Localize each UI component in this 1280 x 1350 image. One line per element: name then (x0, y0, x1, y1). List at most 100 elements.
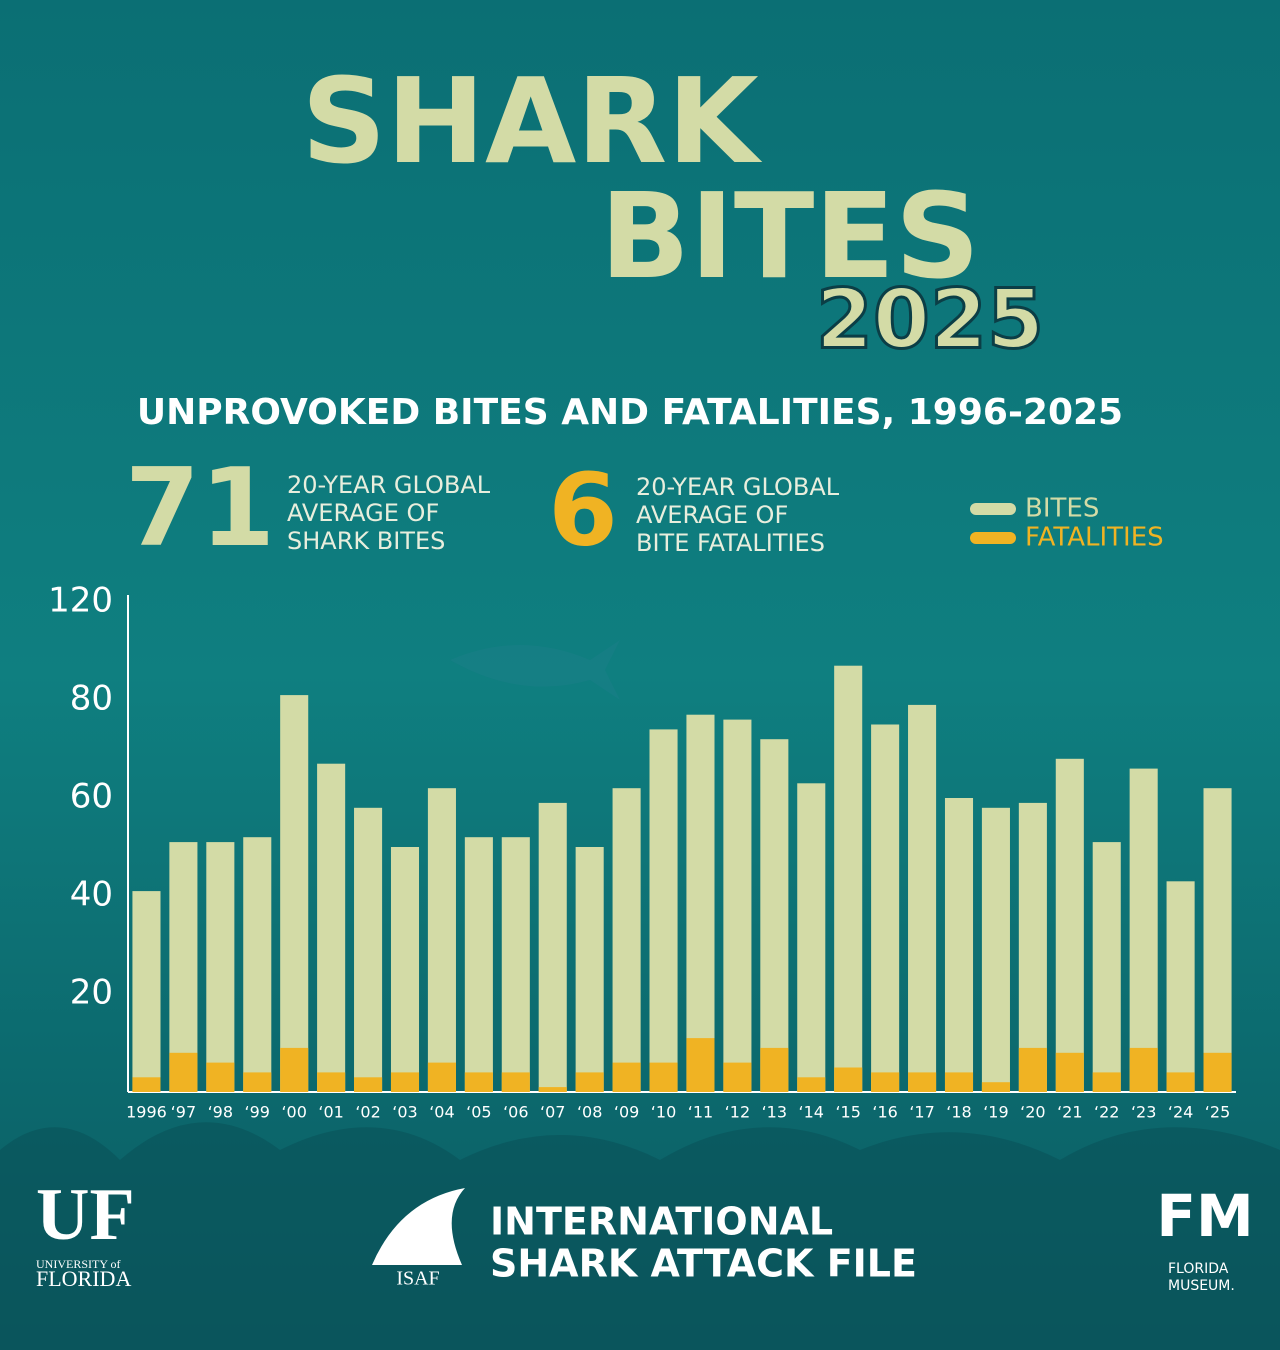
bar (649, 729, 678, 1092)
x-tick-label: ‘18 (946, 1103, 971, 1122)
bar (280, 695, 309, 1092)
fm-logo: FM (1156, 1182, 1253, 1250)
x-tick-label: ‘98 (208, 1103, 233, 1122)
legend-swatch (970, 532, 1016, 544)
y-tick-label: 40 (70, 875, 113, 915)
y-tick-label: 80 (70, 679, 113, 719)
subtitle: UNPROVOKED BITES AND FATALITIES, 1996-20… (137, 392, 1123, 433)
bar (1018, 802, 1047, 1092)
stat-text: BITE FATALITIES (636, 529, 825, 557)
bar (760, 739, 789, 1092)
bar (206, 842, 235, 1092)
bar (944, 798, 974, 1092)
x-tick-label: ‘10 (651, 1103, 676, 1122)
bar (1092, 1072, 1121, 1092)
x-tick-label: ‘97 (171, 1103, 196, 1122)
uf-logo: UF (36, 1174, 135, 1256)
x-tick-label: ‘14 (799, 1103, 824, 1122)
stat-text: SHARK BITES (287, 527, 445, 555)
x-tick-label: ‘19 (983, 1103, 1008, 1122)
shark-silhouette (450, 640, 620, 700)
bar (981, 1082, 1010, 1092)
x-tick-label: ‘17 (909, 1103, 934, 1122)
stat-text: 20-YEAR GLOBAL (636, 473, 840, 501)
plot: 20 40 60 80 120 1996 ‘97 ‘98 ‘99 ‘00 ‘01 ‘02 ‘03 ‘04 ‘… (48, 494, 1232, 1122)
bar (1203, 1052, 1232, 1092)
bar (1055, 1052, 1084, 1092)
stat-number: 71 (125, 446, 275, 571)
legend-label: BITES (1025, 494, 1099, 524)
bar (169, 1052, 198, 1092)
x-tick-label: ‘03 (392, 1103, 417, 1122)
bar (1166, 881, 1195, 1092)
x-tick-label: ‘01 (318, 1103, 343, 1122)
bar (132, 891, 161, 1092)
y-tick-label: 20 (70, 973, 113, 1013)
bar (427, 1062, 456, 1092)
x-tick-label: ‘02 (355, 1103, 380, 1122)
bar (427, 788, 456, 1092)
uf-sub: FLORIDA (36, 1266, 131, 1291)
fm-sub: FLORIDA (1168, 1261, 1229, 1277)
bar (243, 1072, 272, 1092)
bar (206, 1062, 235, 1092)
bar (317, 763, 346, 1092)
x-tick-label: ‘99 (245, 1103, 270, 1122)
bar (649, 1062, 678, 1092)
bar (390, 847, 420, 1092)
bar (834, 665, 863, 1092)
stat-text: AVERAGE OF (636, 501, 788, 529)
fm-sub: MUSEUM. (1168, 1278, 1235, 1294)
x-tick-label: ‘15 (835, 1103, 860, 1122)
bar (797, 783, 826, 1092)
bar (1129, 1047, 1158, 1092)
x-tick-label: ‘06 (503, 1103, 528, 1122)
bar (723, 1062, 752, 1092)
bar (1055, 758, 1084, 1092)
bar (132, 1077, 161, 1092)
bar (723, 719, 752, 1092)
x-tick-label: ‘21 (1057, 1103, 1082, 1122)
bar (686, 1038, 715, 1092)
y-tick-label: 60 (70, 777, 113, 817)
x-tick-label: ‘09 (614, 1103, 639, 1122)
legend-swatch (970, 503, 1016, 515)
isaf-name: INTERNATIONAL (490, 1200, 833, 1244)
bar (501, 837, 530, 1092)
bar (1203, 788, 1232, 1092)
bar (797, 1077, 826, 1092)
bar (760, 1047, 789, 1092)
x-tick-label: ‘23 (1131, 1103, 1156, 1122)
x-tick-label: ‘20 (1020, 1103, 1045, 1122)
bar (390, 1072, 420, 1092)
x-tick-label: ‘16 (872, 1103, 897, 1122)
title-line2: BITES (600, 167, 980, 305)
bar (575, 847, 604, 1092)
bar (464, 837, 493, 1092)
stat-text: AVERAGE OF (287, 499, 439, 527)
bar (686, 714, 715, 1092)
x-tick-label: ‘05 (466, 1103, 491, 1122)
reef-silhouette (0, 1122, 1280, 1350)
bar (538, 1087, 567, 1092)
x-tick-label: ‘12 (725, 1103, 750, 1122)
bar (280, 1047, 309, 1092)
x-tick-label: ‘13 (762, 1103, 787, 1122)
bar (354, 807, 383, 1092)
y-tick-label: 120 (48, 581, 113, 621)
bar (1166, 1072, 1195, 1092)
uf-sub: UNIVERSITY of (36, 1257, 121, 1271)
x-tick-label: 1996 (126, 1103, 167, 1122)
bar (612, 788, 641, 1092)
x-tick-label: ‘00 (281, 1103, 306, 1122)
bar (908, 704, 937, 1092)
title-line1: SHARK (301, 52, 763, 190)
bar (871, 724, 900, 1092)
bar (834, 1067, 863, 1092)
bar (317, 1072, 346, 1092)
bar (575, 1072, 604, 1092)
stat-number: 6 (548, 451, 618, 568)
x-tick-label: ‘22 (1094, 1103, 1119, 1122)
bar (1129, 768, 1158, 1092)
